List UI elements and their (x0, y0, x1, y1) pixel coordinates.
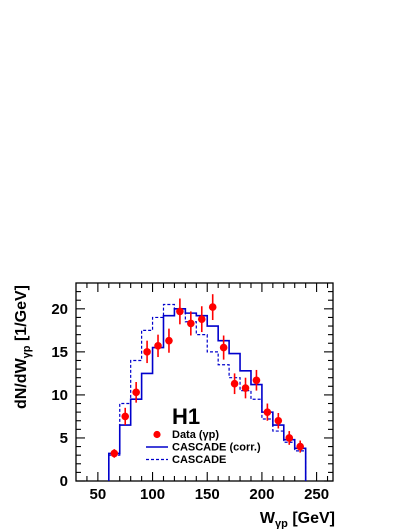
data-point (176, 307, 184, 316)
data-point (197, 315, 206, 323)
data-point (285, 434, 294, 442)
legend-label: CASCADE (corr.) (172, 442, 261, 454)
data-point (230, 379, 239, 388)
data-points (110, 294, 304, 458)
plot-area (75, 282, 334, 482)
x-tick-label: 100 (140, 486, 165, 503)
experiment-label: H1 (172, 404, 200, 429)
y-tick-label: 10 (51, 387, 68, 404)
data-point (121, 412, 130, 421)
data-point (274, 416, 283, 425)
data-point (219, 343, 228, 352)
x-tick-label: 50 (90, 486, 107, 503)
data-point (263, 408, 272, 416)
data-point (132, 388, 140, 397)
data-point (296, 442, 304, 451)
y-axis-title: dN/dWγp [1/GeV] (13, 285, 33, 409)
series-group (108, 303, 307, 481)
data-point (143, 348, 151, 356)
data-point (208, 303, 217, 311)
x-tick-label: 250 (304, 486, 329, 503)
y-tick-label: 0 (60, 473, 68, 490)
data-point (110, 449, 119, 458)
y-tick-label: 20 (51, 301, 68, 318)
y-tick-label: 5 (60, 430, 68, 447)
x-tick-label: 150 (195, 486, 220, 503)
cascade-dashed-line (108, 303, 307, 481)
axis-ticks (76, 283, 333, 482)
legend-label: Data (γp) (172, 429, 219, 441)
x-axis-title: Wγp [GeV] (260, 510, 335, 529)
data-point (252, 376, 261, 385)
legend-marker-data (153, 430, 161, 439)
data-point (154, 342, 162, 350)
data-point (187, 319, 195, 328)
y-tick-label: 15 (51, 344, 68, 361)
x-tick-label: 200 (249, 486, 274, 503)
axis-labels: 50 100 150 200 250 0 5 10 15 20 Wγp [GeV] dN/dWγp [… (13, 285, 335, 529)
legend-label: CASCADE (172, 454, 226, 466)
cascade-corr-line (108, 308, 307, 481)
data-point (241, 384, 250, 392)
data-point (165, 336, 173, 345)
plot-frame (75, 282, 334, 482)
